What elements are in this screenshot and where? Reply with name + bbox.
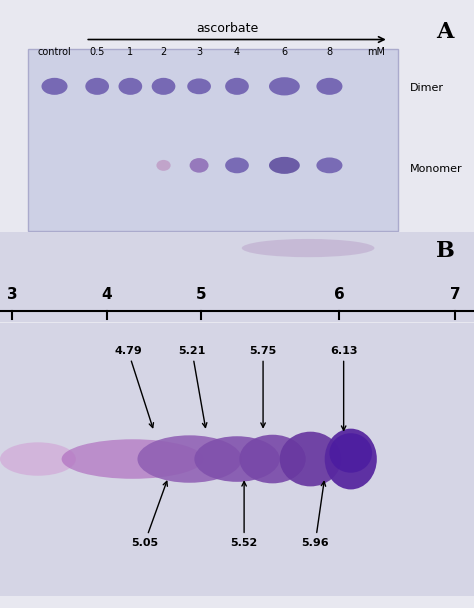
Text: 5.05: 5.05	[131, 482, 167, 548]
Text: A: A	[436, 21, 454, 43]
Ellipse shape	[316, 78, 342, 95]
Text: ascorbate: ascorbate	[196, 22, 259, 35]
Ellipse shape	[0, 443, 76, 475]
Ellipse shape	[269, 157, 300, 174]
Ellipse shape	[187, 78, 211, 94]
Text: 7: 7	[450, 287, 460, 302]
Ellipse shape	[190, 158, 209, 173]
FancyBboxPatch shape	[0, 232, 474, 322]
Text: 5.75: 5.75	[249, 346, 277, 427]
Text: 4.79: 4.79	[114, 346, 154, 427]
Text: Monomer: Monomer	[410, 164, 463, 174]
Text: 5: 5	[196, 287, 207, 302]
Text: 1: 1	[128, 47, 133, 57]
Ellipse shape	[42, 78, 67, 95]
Ellipse shape	[269, 77, 300, 95]
Text: 2: 2	[160, 47, 167, 57]
Text: 5.96: 5.96	[301, 482, 329, 548]
Text: control: control	[37, 47, 72, 57]
Text: 5.52: 5.52	[230, 482, 258, 548]
Ellipse shape	[225, 157, 249, 173]
Ellipse shape	[325, 429, 377, 489]
Ellipse shape	[239, 435, 306, 483]
Ellipse shape	[62, 439, 204, 479]
Ellipse shape	[118, 78, 142, 95]
Text: 3: 3	[196, 47, 202, 57]
Ellipse shape	[152, 78, 175, 95]
Text: 3: 3	[7, 287, 17, 302]
Text: mM: mM	[367, 47, 385, 57]
Text: 6.13: 6.13	[330, 346, 357, 430]
Text: 5.21: 5.21	[178, 346, 207, 427]
Ellipse shape	[85, 78, 109, 95]
FancyBboxPatch shape	[28, 49, 398, 231]
Ellipse shape	[329, 433, 372, 473]
Text: 8: 8	[327, 47, 332, 57]
Ellipse shape	[156, 160, 171, 171]
Text: 6: 6	[334, 287, 344, 302]
Text: 4: 4	[234, 47, 240, 57]
Ellipse shape	[137, 435, 242, 483]
Text: 4: 4	[101, 287, 112, 302]
Ellipse shape	[316, 157, 342, 173]
Ellipse shape	[280, 432, 341, 486]
FancyBboxPatch shape	[0, 323, 474, 596]
Text: 6: 6	[282, 47, 287, 57]
Ellipse shape	[225, 78, 249, 95]
Text: B: B	[436, 240, 455, 262]
Text: Dimer: Dimer	[410, 83, 444, 92]
Text: 0.5: 0.5	[90, 47, 105, 57]
Ellipse shape	[242, 239, 374, 257]
Ellipse shape	[194, 437, 280, 482]
